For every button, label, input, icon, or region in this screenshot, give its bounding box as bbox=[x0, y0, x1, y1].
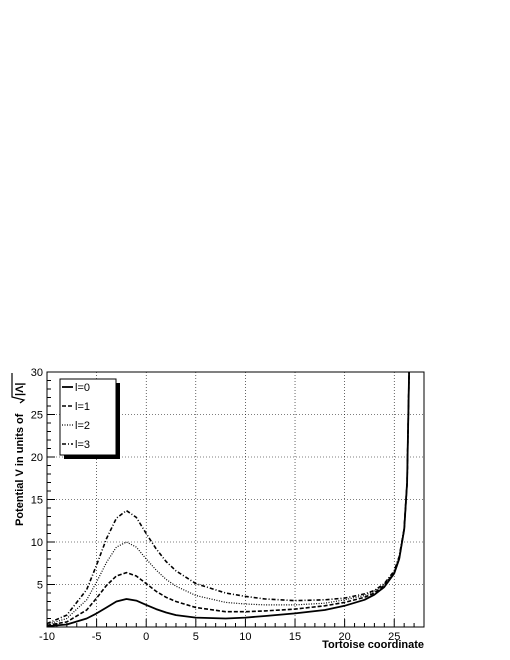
legend-label: l=0 bbox=[75, 382, 90, 394]
legend-label: l=2 bbox=[75, 420, 90, 432]
x-tick-label: -5 bbox=[92, 631, 102, 643]
y-axis-unit-text: |Λ| bbox=[14, 383, 26, 397]
legend-label: l=3 bbox=[75, 439, 90, 451]
y-tick-label: 5 bbox=[37, 580, 43, 592]
x-tick-label: 0 bbox=[143, 631, 149, 643]
x-tick-label: 10 bbox=[239, 631, 251, 643]
x-tick-label: 15 bbox=[289, 631, 301, 643]
legend: l=0 l=1 l=2 l=3 bbox=[60, 379, 120, 459]
x-axis-title: Tortoise coordinate bbox=[322, 639, 424, 651]
y-tick-label: 25 bbox=[31, 410, 43, 422]
y-tick-label: 30 bbox=[31, 367, 43, 379]
x-tick-label: 5 bbox=[193, 631, 199, 643]
x-tick-label: -10 bbox=[39, 631, 55, 643]
y-tick-label: 10 bbox=[31, 537, 43, 549]
y-tick-label: 15 bbox=[31, 495, 43, 507]
y-axis-title: Potential V in units of bbox=[14, 413, 26, 526]
legend-label: l=1 bbox=[75, 401, 90, 413]
y-axis-unit: |Λ| bbox=[12, 373, 26, 403]
y-tick-label: 20 bbox=[31, 452, 43, 464]
y-axis-title-text: Potential V in units of bbox=[14, 413, 26, 526]
